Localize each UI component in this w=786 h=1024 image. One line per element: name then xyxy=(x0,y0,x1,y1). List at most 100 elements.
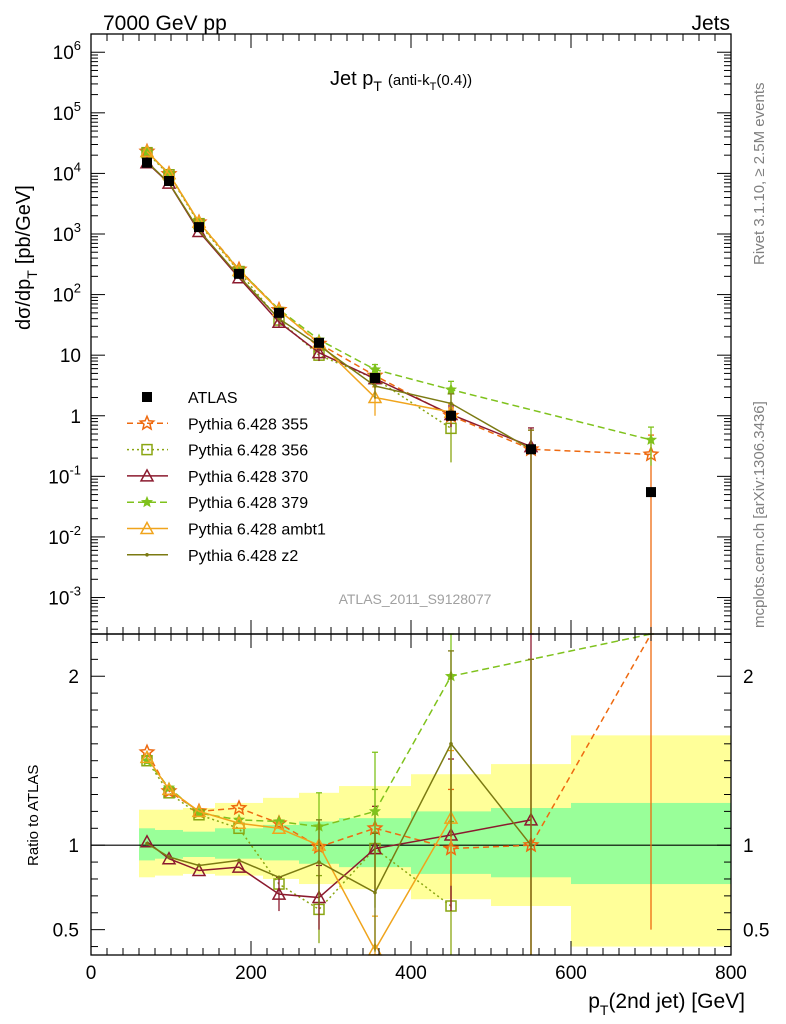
main-y-tick-label: 1 xyxy=(70,407,81,428)
legend-marker-5 xyxy=(145,553,149,557)
main-y-label-sub: T xyxy=(24,270,40,279)
atlas-data-point xyxy=(446,410,456,421)
stat-uncertainty-band xyxy=(263,824,299,861)
atlas-data-point xyxy=(274,307,284,318)
rivet-version-label: Rivet 3.1.10, ≥ 2.5M events xyxy=(751,83,768,266)
legend-label-4: Pythia 6.428 ambt1 xyxy=(188,522,326,539)
legend-label-2: Pythia 6.428 370 xyxy=(188,469,308,486)
main-series-1-line xyxy=(146,152,452,429)
ratio-series-5-marker xyxy=(167,855,171,859)
legend-label-1: Pythia 6.428 356 xyxy=(188,443,308,460)
x-label-sub: T xyxy=(600,1002,609,1018)
atlas-data-point xyxy=(142,157,152,168)
ratio-series-4-marker xyxy=(231,815,247,829)
ratio-uncertainty-bands xyxy=(91,735,731,947)
legend-label-5: Pythia 6.428 z2 xyxy=(188,548,298,565)
legend-atlas-marker xyxy=(142,392,152,402)
atlas-data-point xyxy=(526,444,536,455)
main-y-tick-label: 103 xyxy=(53,220,81,246)
header-right-label: Jets xyxy=(691,12,730,35)
main-y-tick-label: 10-3 xyxy=(48,584,81,610)
main-series-2-marker xyxy=(271,314,287,328)
legend-marker-3 xyxy=(140,495,154,508)
ratio-y-tick-label: 1 xyxy=(68,836,79,857)
main-y-label-text: dσ/dp xyxy=(13,279,35,330)
main-series-0-line xyxy=(146,150,652,456)
main-y-label-unit: [pb/GeV] xyxy=(13,185,35,264)
ratio-series-2-marker xyxy=(231,859,247,873)
ratio-series-2-marker xyxy=(191,862,207,877)
atlas-data-point xyxy=(646,487,656,498)
main-series-3-marker xyxy=(368,363,382,375)
x-label-text: p xyxy=(588,990,600,1013)
main-panel-series xyxy=(138,142,660,634)
header-left-label: 7000 GeV pp xyxy=(103,12,227,35)
stat-uncertainty-band xyxy=(155,829,183,859)
x-tick-label: 200 xyxy=(235,963,267,984)
atlas-data-point xyxy=(370,373,380,384)
ratio-series-2-marker xyxy=(271,886,287,900)
main-y-tick-label: 106 xyxy=(53,38,81,64)
main-title-text: Jet p xyxy=(330,68,373,90)
main-panel-frame xyxy=(90,33,732,635)
ratio-series-5-marker xyxy=(373,890,377,895)
ratio-series-2-marker xyxy=(139,834,155,848)
legend-label-0: Pythia 6.428 355 xyxy=(188,416,308,433)
legend-marker-1 xyxy=(141,443,153,456)
ratio-y-axis-label: Ratio to ATLAS xyxy=(25,765,42,866)
atlas-data-point xyxy=(314,337,324,348)
ratio-series-0-marker xyxy=(230,799,248,816)
ratio-series-5-marker xyxy=(277,875,281,880)
main-title-paren-end: (0.4)) xyxy=(436,72,472,89)
legend-marker-0 xyxy=(138,414,156,431)
x-tick-label: 600 xyxy=(555,963,587,984)
legend-marker-2 xyxy=(139,468,155,482)
main-y-tick-label: 102 xyxy=(53,281,81,307)
ratio-series-5-marker xyxy=(317,860,321,864)
ratio-y-tick-label: 0.5 xyxy=(53,921,79,942)
x-axis-label: pT(2nd jet) [GeV] xyxy=(588,990,745,1018)
ratio-series-5-marker xyxy=(145,841,149,846)
main-y-tick-label: 105 xyxy=(53,99,81,125)
main-series-3-marker xyxy=(644,433,658,445)
atlas-data-point xyxy=(194,222,204,233)
ratio-series-5-marker xyxy=(449,742,453,746)
main-series-4-line xyxy=(146,150,452,413)
ratio-y-tick-label-right: 1 xyxy=(743,836,754,857)
ratio-series-4-marker xyxy=(161,781,177,796)
main-title: Jet pT (anti-kT(0.4)) xyxy=(330,68,472,94)
x-tick-label: 800 xyxy=(715,963,747,984)
main-y-tick-label: 10-2 xyxy=(48,523,81,549)
ratio-series-5-marker xyxy=(197,863,201,868)
ratio-series-4-marker xyxy=(139,749,155,764)
atlas-data-point xyxy=(234,268,244,279)
ratio-series-3-marker xyxy=(368,805,382,817)
ratio-y-tick-label: 2 xyxy=(68,667,79,688)
main-series-3-marker xyxy=(444,383,458,395)
main-y-axis-label: dσ/dpT [pb/GeV] xyxy=(13,185,40,330)
ratio-series-5-marker xyxy=(529,843,533,847)
ratio-series-4-marker xyxy=(191,803,207,818)
analysis-id-label: ATLAS_2011_S9128077 xyxy=(339,591,492,607)
legend-atlas-label: ATLAS xyxy=(188,390,238,407)
ratio-series-5-marker xyxy=(237,858,241,863)
main-title-paren: (anti-k xyxy=(388,72,430,89)
ratio-y-tick-label-right: 0.5 xyxy=(743,921,769,942)
main-series-5-marker xyxy=(373,384,377,388)
x-tick-label: 0 xyxy=(86,963,97,984)
ratio-panel-series xyxy=(138,633,654,956)
legend: ATLAS Pythia 6.428 355 Pythia 6.428 356 Pyt… xyxy=(127,390,326,565)
main-y-tick-label: 104 xyxy=(53,159,81,185)
x-tick-label: 400 xyxy=(395,963,427,984)
atlas-data-point xyxy=(164,175,174,186)
stat-uncertainty-band xyxy=(183,831,215,858)
main-y-tick-label: 10-1 xyxy=(48,462,81,488)
main-y-tick-label: 10 xyxy=(60,346,81,367)
main-title-paren-sub: T xyxy=(430,81,437,93)
legend-marker-4 xyxy=(139,520,155,535)
main-series-4-marker xyxy=(139,143,155,158)
ratio-y-tick-label-right: 2 xyxy=(743,667,754,688)
legend-label-3: Pythia 6.428 379 xyxy=(188,495,308,512)
x-label-rest: (2nd jet) [GeV] xyxy=(608,990,745,1013)
